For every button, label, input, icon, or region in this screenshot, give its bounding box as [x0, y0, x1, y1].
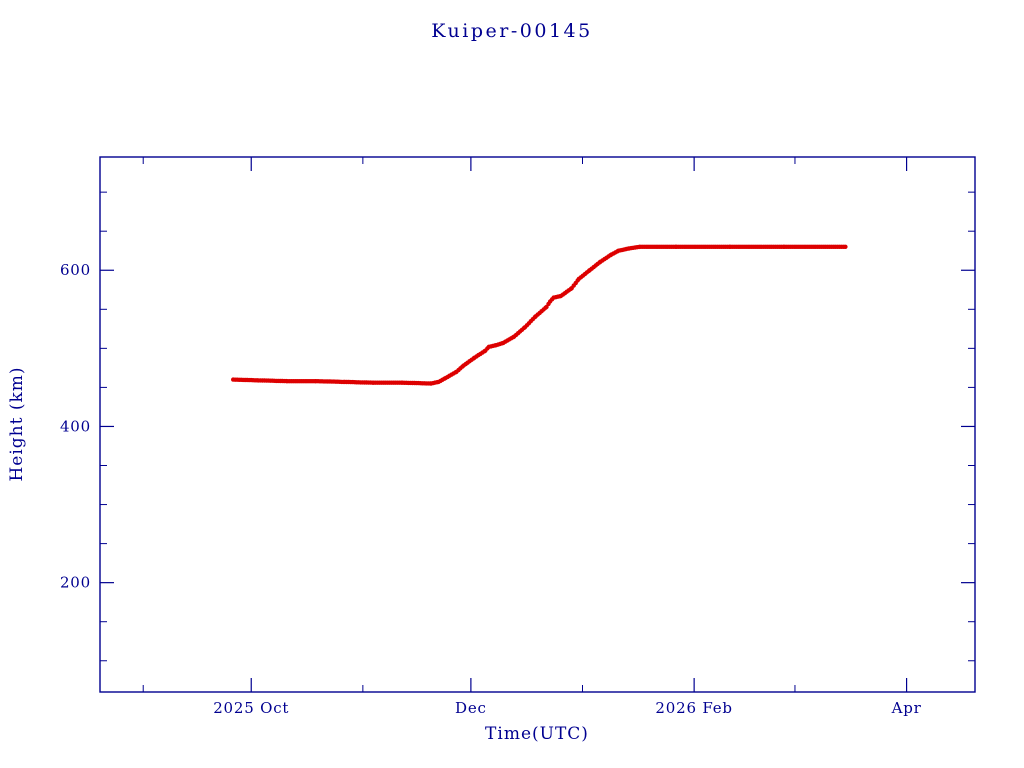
x-tick-label: 2025 Oct [213, 699, 289, 717]
chart-title: Kuiper-00145 [431, 20, 592, 42]
y-tick-label: 200 [60, 574, 91, 592]
x-tick-label: Dec [455, 699, 487, 717]
data-series [231, 244, 848, 386]
y-tick-label: 400 [60, 417, 91, 435]
x-tick-label: 2026 Feb [655, 699, 732, 717]
x-axis-label: Time(UTC) [485, 724, 589, 744]
axis-layer: 200 400 600 2025 Oct Dec 2026 Feb Apr [60, 156, 976, 717]
y-axis-label: Height (km) [7, 366, 27, 481]
y-tick-label: 600 [60, 261, 91, 279]
x-tick-label: Apr [891, 699, 922, 717]
